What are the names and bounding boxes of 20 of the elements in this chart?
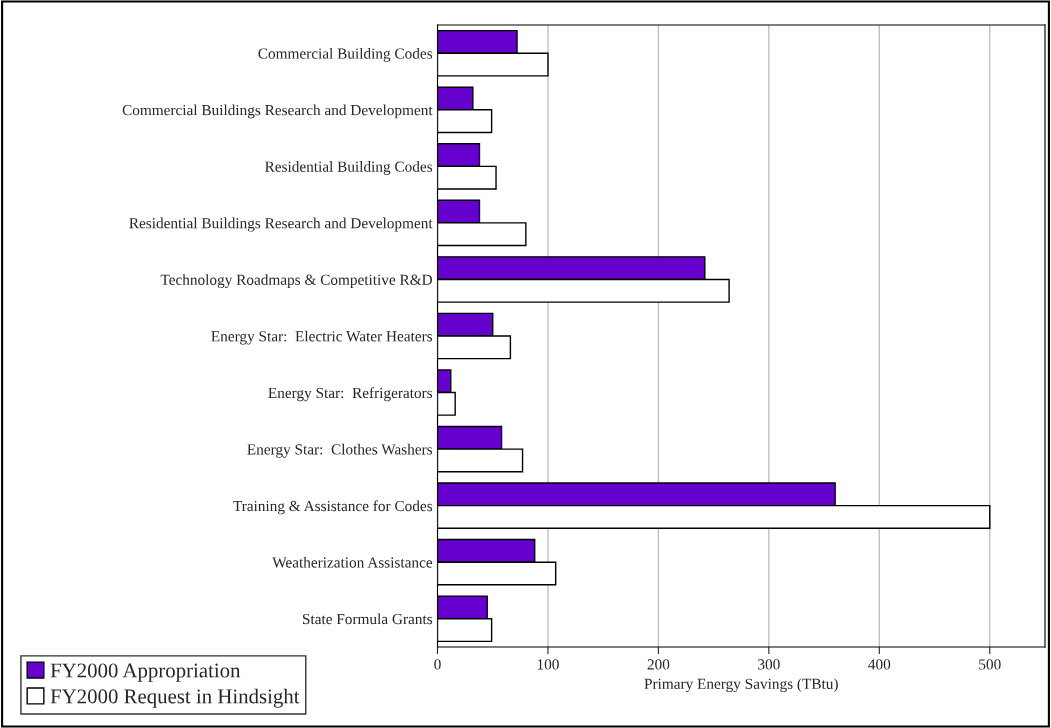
y-tick-label: Energy Star: Clothes Washers	[247, 443, 433, 458]
x-tick-label: 0	[434, 659, 441, 670]
x-axis-title: Primary Energy Savings (TBtu)	[644, 678, 838, 693]
legend-label: FY2000 Appropriation	[50, 663, 241, 682]
y-tick-label: Technology Roadmaps & Competitive R&D	[160, 274, 433, 289]
x-tick-label: 100	[537, 659, 559, 670]
y-tick-label: State Formula Grants	[302, 613, 433, 625]
x-tick-label: 300	[758, 659, 780, 670]
x-tick-label: 500	[979, 659, 1001, 670]
y-tick-label: Residential Building Codes	[265, 161, 433, 175]
y-tick-label: Energy Star: Refrigerators	[268, 387, 433, 402]
y-tick-label: Training & Assistance for Codes	[233, 500, 433, 515]
x-tick-label: 200	[647, 659, 670, 670]
y-tick-label: Residential Buildings Research and Development	[129, 217, 433, 232]
y-tick-label: Commercial Buildings Research and Development	[122, 104, 433, 119]
x-tick-label: 400	[868, 659, 891, 670]
legend-label: FY2000 Request in Hindsight	[50, 688, 300, 708]
y-tick-label: Energy Star: Electric Water Heaters	[211, 330, 433, 345]
y-tick-label: Weatherization Assistance	[272, 556, 433, 568]
y-tick-label: Commercial Building Codes	[258, 47, 433, 62]
